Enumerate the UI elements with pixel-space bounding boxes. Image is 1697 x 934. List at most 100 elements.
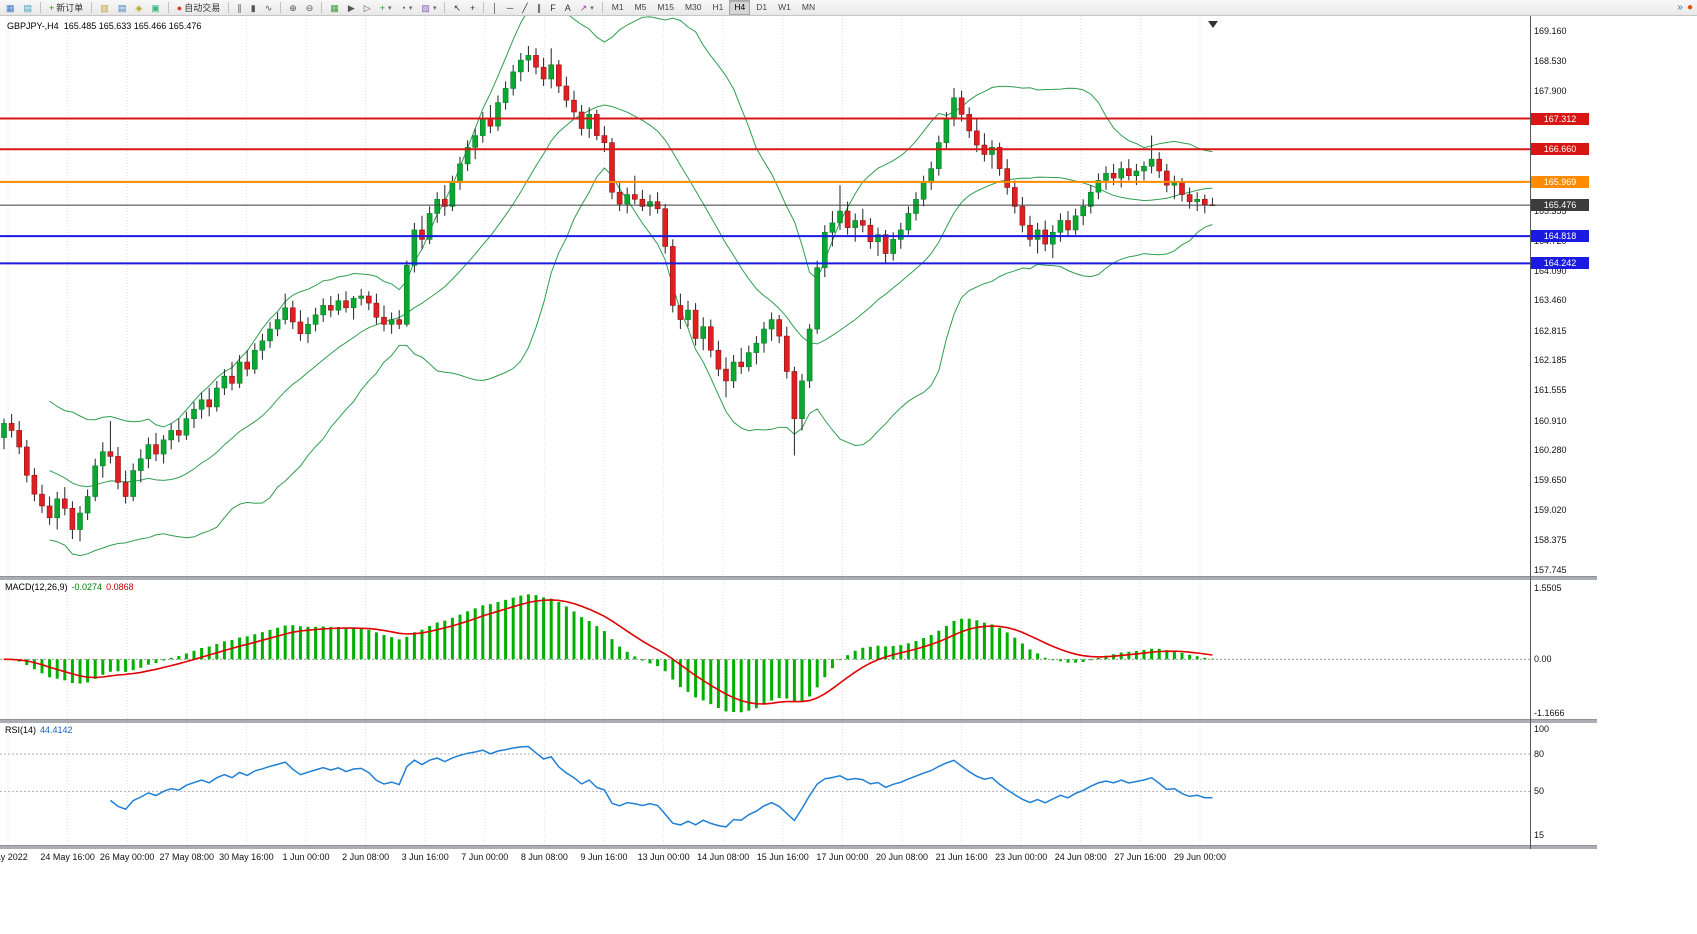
price-tick-label: 159.650 [1534, 475, 1567, 485]
candle [517, 53, 524, 82]
price-chart[interactable] [0, 16, 1530, 576]
timeframe-m15-button[interactable]: M15 [657, 2, 674, 12]
navigator-icon: ◈ [135, 2, 143, 13]
chart-shift-icon[interactable]: ▷ [360, 0, 375, 15]
timeframe-h4-button[interactable]: H4 [729, 0, 751, 15]
time-tick-label: 21 Jun 16:00 [935, 852, 988, 862]
candle [707, 319, 714, 358]
time-tick-label: 24 May 16:00 [40, 852, 95, 862]
time-tick-label: May 2022 [0, 852, 28, 862]
time-tick-label: 7 Jun 00:00 [461, 852, 509, 862]
candle [259, 333, 266, 360]
candle [685, 300, 691, 327]
text-icon[interactable]: A [561, 0, 575, 15]
macd-tick-label: -1.1666 [1534, 708, 1565, 718]
candle [852, 213, 859, 242]
fibonacci-icon[interactable]: F [546, 0, 560, 15]
data-window-icon[interactable]: ▤ [114, 0, 131, 15]
terminal-icon[interactable]: ▣ [147, 0, 164, 15]
symbol-text: GBPJPY-,H4 [7, 21, 59, 31]
candle [8, 413, 15, 438]
candle [221, 369, 228, 396]
chart-symbol-label: GBPJPY-,H4 165.485 165.633 165.466 165.47… [7, 21, 206, 31]
timeframe-h1-button[interactable]: H1 [712, 2, 724, 12]
candle [1209, 197, 1216, 207]
candlestick-icon: ▮ [250, 2, 256, 13]
candle [365, 291, 372, 311]
timeframe-mn-button[interactable]: MN [801, 2, 816, 12]
toolbar-separator [321, 2, 323, 13]
rsi-tick-label: 15 [1534, 830, 1545, 840]
timeframe-w1-button[interactable]: W1 [778, 2, 791, 12]
rsi-name: RSI(14) [5, 725, 37, 735]
candle [730, 354, 737, 388]
arrows-icon[interactable]: ↗ ▾ [576, 0, 598, 15]
candle [312, 307, 319, 332]
status-icon[interactable]: ● [1686, 2, 1693, 13]
crosshair-icon[interactable]: + [466, 0, 479, 15]
candle [84, 489, 91, 521]
candle [928, 161, 935, 190]
timeframe-d1-button[interactable]: D1 [756, 2, 768, 12]
trendline-icon[interactable]: ╱ [518, 0, 531, 15]
dropdown-caret-icon: ▾ [590, 4, 594, 12]
candle [69, 501, 76, 539]
candle [761, 321, 767, 353]
new-order-button[interactable]: + 新订单 [45, 0, 87, 15]
text-icon: A [564, 2, 571, 13]
candle [502, 81, 509, 110]
price-tick-label: 169.160 [1534, 26, 1567, 37]
time-tick-label: 29 Jun 00:00 [1173, 852, 1227, 862]
tile-windows-icon[interactable]: ▦ [326, 0, 343, 15]
candle [1156, 152, 1162, 179]
candle [677, 293, 684, 330]
dropdown-caret-icon: ▾ [432, 4, 437, 12]
auto-trading-button[interactable]: ● 自动交易 [173, 0, 224, 15]
line-chart-icon[interactable]: ∿ [261, 0, 277, 15]
macd-panel[interactable] [0, 580, 1530, 719]
chart-profiles-icon[interactable]: ▤ [20, 0, 37, 15]
price-tick-label: 158.375 [1534, 535, 1567, 546]
horizontal-line-icon[interactable]: ─ [503, 0, 517, 15]
timeframe-m1-button[interactable]: M1 [611, 2, 624, 12]
candle [61, 487, 68, 516]
indicators-icon[interactable]: + ▾ [376, 0, 396, 15]
rsi-tick-label: 50 [1534, 786, 1545, 797]
auto-scroll-icon[interactable]: ▶ [344, 0, 359, 15]
candle [160, 435, 167, 464]
panel-divider[interactable] [0, 719, 1597, 723]
candle [373, 293, 380, 325]
vertical-line-icon[interactable]: │ [488, 0, 502, 15]
candle [214, 380, 220, 412]
candlestick-icon[interactable]: ▮ [247, 0, 260, 15]
channel-icon[interactable]: ∥ [533, 0, 546, 15]
cursor-icon[interactable]: ↖ [449, 0, 465, 15]
zoom-out-icon: ⊖ [305, 2, 314, 13]
candle [1095, 173, 1102, 200]
candle [115, 446, 121, 490]
candle [555, 60, 562, 94]
candle [206, 388, 212, 417]
candle [46, 496, 53, 525]
timeframe-m30-button[interactable]: M30 [684, 2, 702, 12]
overflow-icon[interactable]: » [1677, 2, 1683, 13]
candle [586, 107, 593, 138]
candle [1164, 163, 1170, 193]
rsi-tick-label: 80 [1534, 748, 1545, 759]
candle [1057, 213, 1064, 242]
panel-divider[interactable] [0, 845, 1597, 849]
template-icon[interactable]: ▧ ▾ [417, 0, 440, 15]
zoom-out-icon[interactable]: ⊖ [302, 0, 318, 15]
candle [343, 291, 349, 313]
new-chart-icon[interactable]: ▦ [2, 0, 19, 15]
bar-chart-icon[interactable]: ∥ [233, 0, 246, 15]
zoom-in-icon[interactable]: ⊕ [285, 0, 301, 15]
candle [1050, 225, 1056, 259]
candle [905, 206, 912, 235]
market-watch-icon[interactable]: ▥ [96, 0, 113, 15]
timeframe-m5-button[interactable]: M5 [634, 2, 647, 12]
rsi-panel[interactable] [0, 723, 1530, 845]
panel-divider[interactable] [0, 576, 1597, 580]
periods-icon[interactable]: ◔ ▾ [396, 0, 416, 15]
navigator-icon[interactable]: ◈ [131, 0, 146, 15]
